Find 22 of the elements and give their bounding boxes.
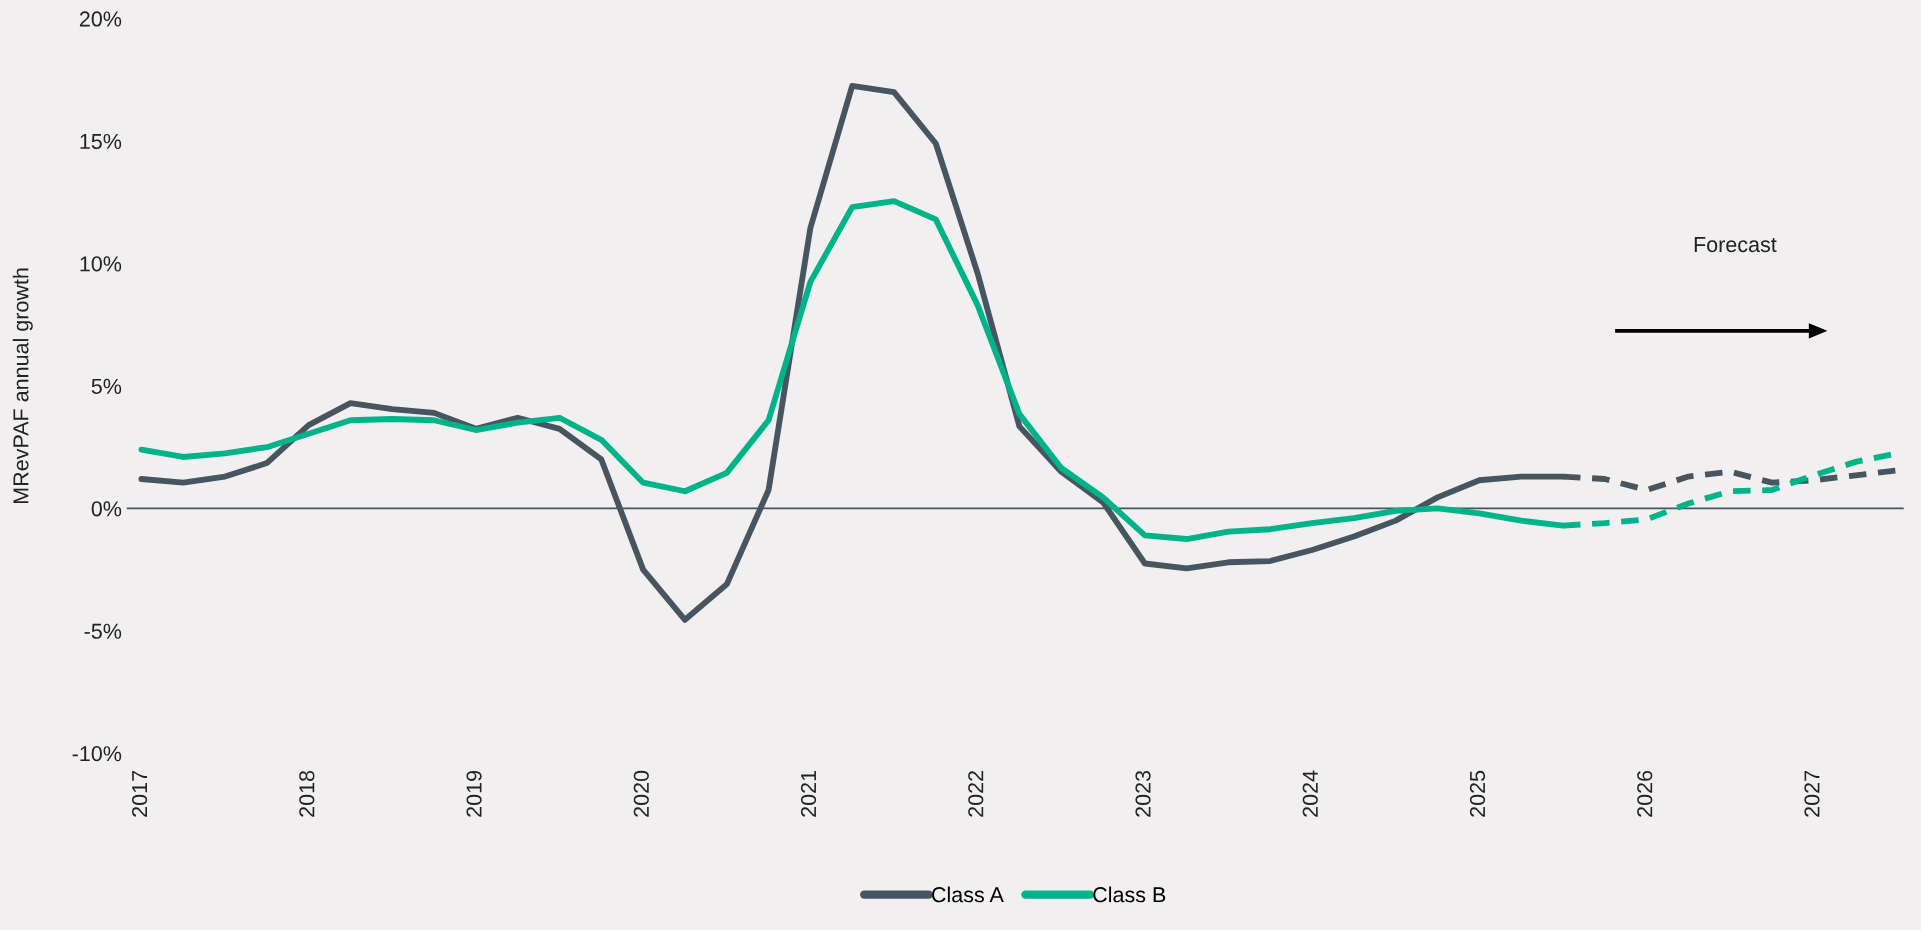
x-tick-label: 2017 [131,771,148,817]
x-tick-label: 2025 [1469,770,1486,817]
legend-label: Class B [1093,886,1166,903]
y-tick-label: -5% [84,623,122,639]
x-tick-label: 2019 [466,770,482,817]
y-tick-label: 20% [79,11,122,27]
y-tick-label: -10% [72,746,122,762]
x-tick-label: 2026 [1637,770,1653,817]
x-tick-label: 2024 [1302,770,1318,817]
x-tick-label: 2018 [299,770,315,817]
x-tick-label: 2020 [633,770,649,817]
x-tick-label: 2027 [1804,771,1820,817]
x-tick-label: 2022 [968,771,984,817]
legend-label: Class A [932,886,1004,903]
x-tick-label: 2021 [800,771,817,817]
y-tick-label: 10% [80,256,122,272]
y-tick-label: 15% [80,133,122,150]
y-tick-label: 5% [91,378,122,394]
y-axis-title: MRevPAF annual growth [12,268,33,504]
y-tick-label: 0% [91,501,122,517]
x-tick-label: 2023 [1135,770,1151,817]
annotation: Forecast [1694,237,1777,253]
